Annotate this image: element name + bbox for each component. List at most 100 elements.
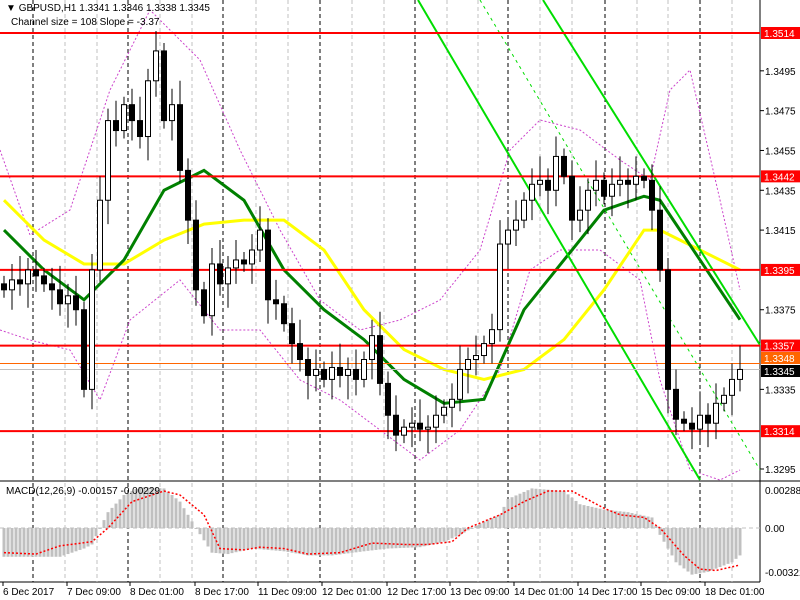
macd-hist-bar [434, 528, 438, 544]
macd-hist-bar [338, 528, 342, 555]
candle-body [289, 323, 295, 345]
x-tick-label: 13 Dec 09:00 [450, 587, 510, 598]
candle-body [609, 183, 615, 197]
macd-hist-bar [294, 528, 298, 554]
ask-label: 1.3348 [764, 354, 795, 365]
macd-hist-bar [674, 528, 678, 563]
level-label-bg [761, 339, 800, 352]
candle-body [457, 368, 463, 400]
macd-hist-bar [558, 490, 562, 528]
candle-body [705, 414, 711, 424]
macd-hist-bar [686, 528, 690, 572]
candle-body [185, 169, 191, 221]
macd-hist-bar [738, 528, 742, 556]
macd-hist-bar [106, 512, 110, 528]
candle-body [625, 179, 631, 185]
macd-hist-bar [34, 528, 38, 557]
candle-body [433, 414, 439, 428]
macd-hist-bar [382, 528, 386, 550]
macd-hist-bar [134, 489, 138, 528]
candle-body [689, 422, 695, 430]
macd-hist-bar [690, 528, 694, 575]
y-tick-label: 1.3335 [765, 385, 796, 396]
macd-hist-bar [702, 528, 706, 573]
macd-hist-bar [166, 491, 170, 528]
macd-hist-bar [658, 528, 662, 535]
macd-hist-bar [618, 511, 622, 528]
macd-hist-bar [150, 487, 154, 528]
candle-body [9, 279, 15, 291]
macd-hist-bar [646, 516, 650, 528]
macd-hist-bar [366, 528, 370, 551]
macd-hist-bar [446, 528, 450, 540]
macd-hist-bar [614, 510, 618, 528]
macd-hist-bar [454, 528, 458, 537]
candle-body [465, 359, 471, 370]
macd-hist-bar [726, 528, 730, 564]
bid-label-bg [761, 365, 800, 377]
candle-body [417, 422, 423, 430]
candle-body [113, 120, 119, 132]
macd-hist-bar [114, 503, 118, 528]
macd-hist-bar [694, 528, 698, 574]
macd-hist-bar [474, 525, 478, 528]
candle-body [49, 283, 55, 291]
macd-hist-bar [722, 528, 726, 566]
candle-body [721, 394, 727, 404]
macd-hist-bar [490, 518, 494, 528]
candle-body [681, 418, 687, 424]
macd-hist-bar [506, 498, 510, 528]
macd-hist-bar [322, 528, 326, 556]
macd-hist-bar [398, 528, 402, 549]
macd-hist-bar [482, 521, 486, 528]
macd-hist-bar [526, 490, 530, 528]
collapse-triangle-icon[interactable]: ▼ [6, 3, 19, 14]
macd-hist-bar [2, 528, 6, 557]
macd-hist-bar [734, 528, 738, 559]
ma-fast-line [2, 168, 742, 405]
macd-hist-bar [682, 528, 686, 569]
macd-hist-bar [502, 506, 506, 528]
candle-body [241, 259, 247, 265]
macd-hist-bar [458, 528, 462, 535]
macd-hist-bar [414, 528, 418, 548]
macd-hist-bar [6, 528, 10, 557]
macd-hist-bar [38, 528, 42, 557]
candle-body [385, 382, 391, 416]
candle-body [193, 219, 199, 291]
candle-body [353, 368, 359, 380]
macd-hist-bar [18, 528, 22, 557]
macd-hist-bar [426, 528, 430, 546]
macd-hist-bar [514, 495, 518, 528]
macd-hist-bar [154, 487, 158, 528]
candle-body [257, 229, 263, 251]
candle-body [73, 295, 79, 311]
candle-body [729, 378, 735, 396]
x-tick-label: 7 Dec 09:00 [67, 587, 121, 598]
macd-hist-bar [46, 528, 50, 557]
macd-hist-bar [238, 528, 242, 552]
macd-hist-bar [90, 528, 94, 545]
macd-hist-bar [222, 528, 226, 554]
macd-hist-bar [234, 528, 238, 553]
macd-hist-bar [86, 528, 90, 547]
macd-signal-line [3, 490, 741, 572]
candle-body [569, 175, 575, 221]
candle-body [145, 80, 151, 138]
macd-hist-bar [174, 498, 178, 528]
bid-label: 1.3345 [764, 367, 795, 378]
macd-hist-bar [402, 528, 406, 548]
candle-body [737, 368, 743, 380]
candle-body [577, 209, 583, 221]
candle-body [177, 104, 183, 171]
x-tick-label: 6 Dec 2017 [3, 587, 55, 598]
candle-body [217, 263, 223, 285]
macd-hist-bar [594, 507, 598, 528]
macd-hist-bar [194, 528, 198, 529]
macd-hist-bar [102, 520, 106, 528]
candle-body [473, 355, 479, 361]
macd-hist-bar [638, 514, 642, 528]
candle-body [529, 183, 535, 201]
macd-tick-label: -0.00321 [765, 568, 800, 579]
